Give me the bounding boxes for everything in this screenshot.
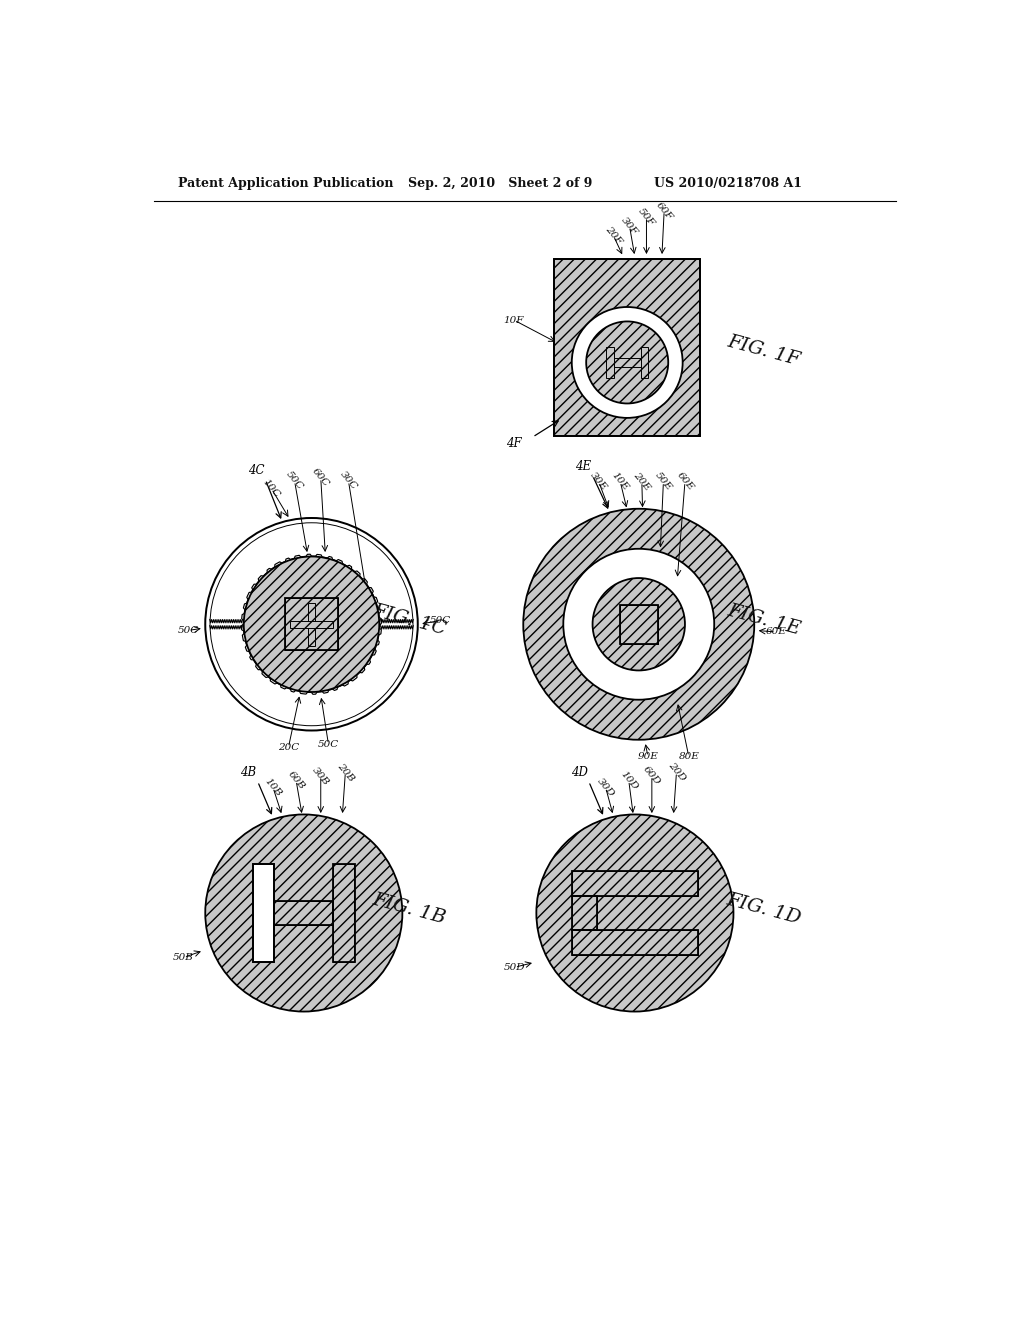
Circle shape xyxy=(586,322,669,404)
Text: 30C: 30C xyxy=(338,470,358,492)
Text: 10E: 10E xyxy=(610,471,631,492)
Text: 10D: 10D xyxy=(618,770,639,792)
Text: 60F: 60F xyxy=(654,201,674,222)
Circle shape xyxy=(244,557,379,692)
Circle shape xyxy=(593,578,685,671)
Bar xyxy=(253,863,274,962)
Bar xyxy=(290,620,333,628)
Bar xyxy=(620,605,658,644)
Text: 50C: 50C xyxy=(317,741,339,748)
Text: Sep. 2, 2010   Sheet 2 of 9: Sep. 2, 2010 Sheet 2 of 9 xyxy=(408,177,592,190)
Text: 50D: 50D xyxy=(504,962,525,972)
Text: 10B: 10B xyxy=(263,776,284,799)
Text: 60D: 60D xyxy=(641,764,663,787)
Text: 4F: 4F xyxy=(506,437,522,450)
Bar xyxy=(334,863,355,962)
Circle shape xyxy=(210,523,413,726)
Text: 90E: 90E xyxy=(638,752,658,762)
Text: FIG. 1F: FIG. 1F xyxy=(725,333,802,370)
Text: FIG. 1D: FIG. 1D xyxy=(724,891,803,928)
Text: 4B: 4B xyxy=(241,766,256,779)
Circle shape xyxy=(523,508,755,739)
Bar xyxy=(613,358,641,367)
Bar xyxy=(572,929,697,954)
Bar xyxy=(554,259,700,436)
Text: 60C: 60C xyxy=(310,467,331,488)
Text: 30D: 30D xyxy=(595,776,616,799)
Text: 4E: 4E xyxy=(575,459,592,473)
Text: 50C: 50C xyxy=(430,616,452,624)
Text: 20C: 20C xyxy=(278,743,299,752)
Text: 60E: 60E xyxy=(765,627,786,636)
Text: FIG. 1E: FIG. 1E xyxy=(725,602,802,639)
Bar xyxy=(334,865,353,961)
Bar xyxy=(253,863,274,962)
Text: 10C: 10C xyxy=(261,478,282,500)
Text: Patent Application Publication: Patent Application Publication xyxy=(178,177,394,190)
Text: 30E: 30E xyxy=(589,471,609,492)
Bar xyxy=(286,598,338,651)
Text: 20D: 20D xyxy=(666,760,687,783)
Bar xyxy=(572,896,597,929)
Text: 30B: 30B xyxy=(310,766,331,787)
Bar xyxy=(606,347,613,378)
Bar xyxy=(572,896,597,929)
Bar xyxy=(274,902,332,924)
Circle shape xyxy=(537,814,733,1011)
Text: US 2010/0218708 A1: US 2010/0218708 A1 xyxy=(654,177,802,190)
Text: 20F: 20F xyxy=(603,224,624,246)
Circle shape xyxy=(563,549,714,700)
Circle shape xyxy=(571,308,683,418)
Text: 4C: 4C xyxy=(248,463,264,477)
Bar xyxy=(572,929,697,954)
Bar xyxy=(274,900,334,925)
Text: 50C: 50C xyxy=(178,626,199,635)
Text: 50B: 50B xyxy=(173,953,195,962)
Bar xyxy=(554,259,700,436)
Bar xyxy=(308,603,315,645)
Text: FIG. 1C: FIG. 1C xyxy=(371,602,449,639)
Text: FIG. 1B: FIG. 1B xyxy=(371,891,449,928)
Text: 60B: 60B xyxy=(286,770,306,792)
Text: 20B: 20B xyxy=(335,762,355,783)
Bar xyxy=(641,347,648,378)
Text: 50E: 50E xyxy=(653,471,674,492)
Circle shape xyxy=(205,517,418,730)
Bar xyxy=(620,605,658,644)
Bar xyxy=(572,871,697,896)
Text: 10F: 10F xyxy=(504,315,524,325)
Text: 4D: 4D xyxy=(571,766,588,779)
Text: 50C: 50C xyxy=(285,470,305,492)
Circle shape xyxy=(205,814,402,1011)
Bar xyxy=(286,598,338,651)
Text: 50F: 50F xyxy=(637,206,656,227)
Text: 80E: 80E xyxy=(678,752,699,762)
Text: 30F: 30F xyxy=(620,215,640,236)
Text: 60E: 60E xyxy=(675,471,695,492)
Bar xyxy=(572,871,697,896)
Bar xyxy=(253,865,273,961)
Text: 20E: 20E xyxy=(632,471,652,492)
